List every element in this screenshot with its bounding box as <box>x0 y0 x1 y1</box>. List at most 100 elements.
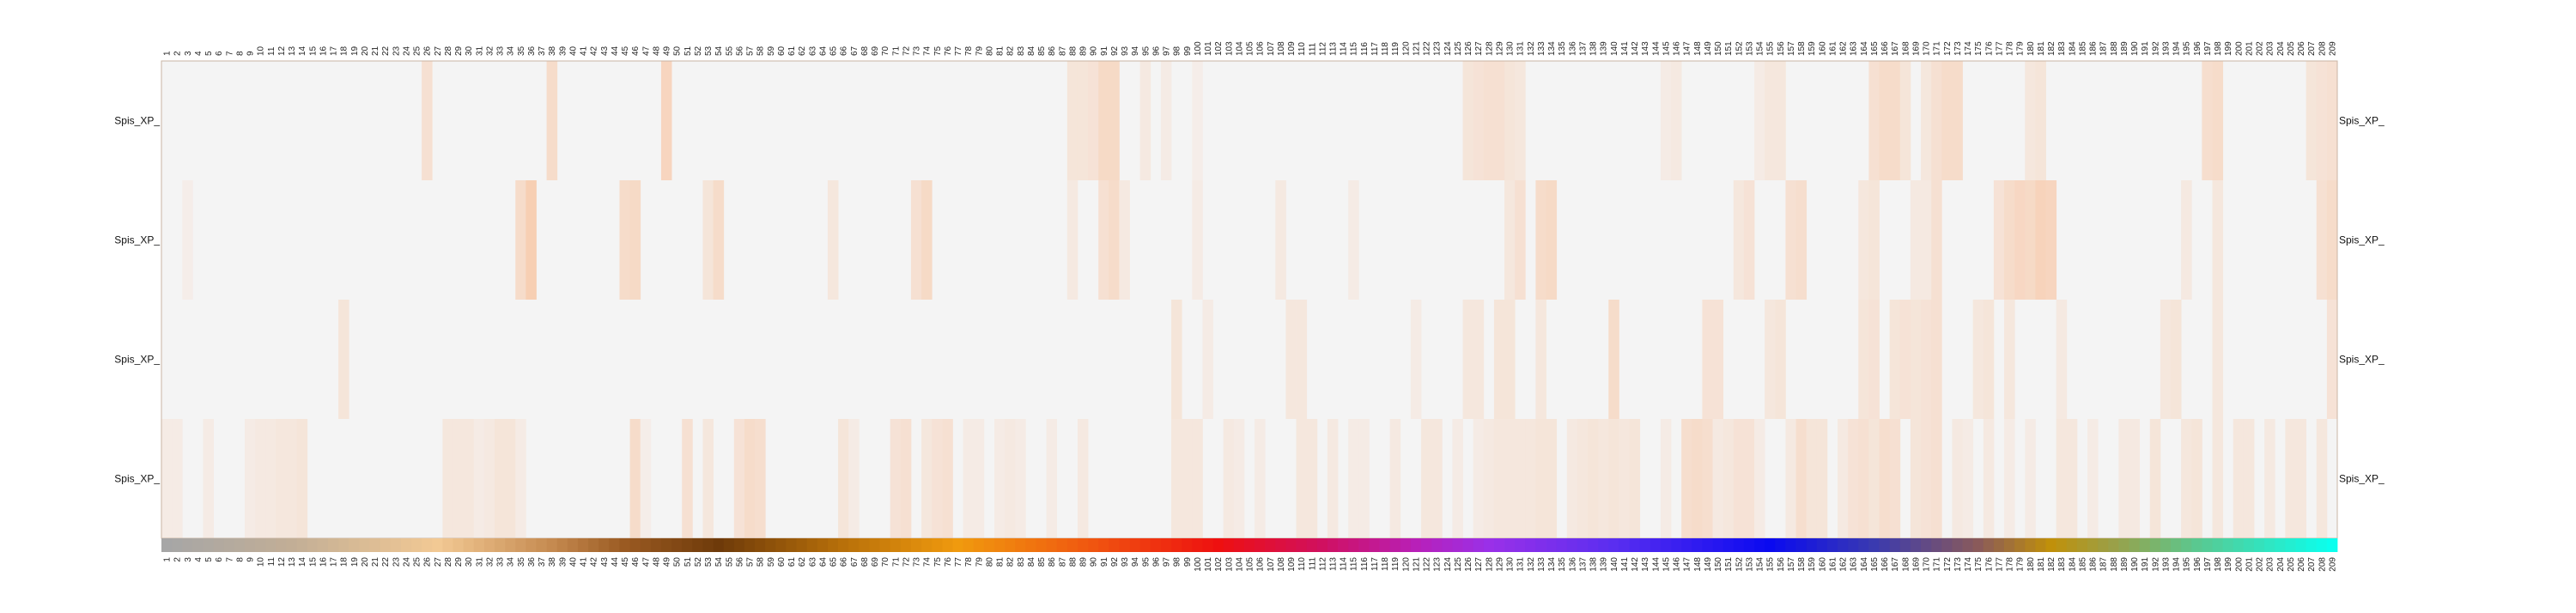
top-tick-label: 138 <box>1589 41 1599 56</box>
heatmap-cell <box>1493 61 1505 180</box>
heatmap-cell <box>682 419 693 538</box>
bottom-tick-label: 127 <box>1474 557 1484 572</box>
heatmap-cell <box>1504 300 1516 419</box>
bottom-tick-label: 98 <box>1173 557 1182 567</box>
color-bar-segment <box>213 538 225 552</box>
heatmap-cell <box>1098 61 1109 180</box>
color-bar-segment <box>1452 538 1463 552</box>
color-bar-segment <box>733 538 745 552</box>
top-tick-label: 179 <box>2016 41 2026 56</box>
top-tick-label: 80 <box>985 46 994 56</box>
bottom-tick-label: 50 <box>673 557 683 567</box>
top-tick-label: 173 <box>1953 41 1963 56</box>
color-bar-segment <box>359 538 370 552</box>
color-bar-segment <box>1838 538 1849 552</box>
heatmap-cell <box>890 419 902 538</box>
bottom-tick-label: 79 <box>975 557 984 567</box>
top-tick-label: 18 <box>340 46 349 56</box>
bottom-tick-label: 182 <box>2047 557 2057 572</box>
color-bar-segment <box>1629 538 1641 552</box>
color-bar-segment <box>515 538 526 552</box>
bottom-tick-label: 4 <box>194 557 204 562</box>
bottom-tick-label: 119 <box>1391 557 1400 571</box>
top-tick-label: 146 <box>1673 41 1682 56</box>
color-bar-segment <box>1077 538 1089 552</box>
heatmap-cell <box>1410 300 1422 419</box>
top-tick-label: 25 <box>413 46 422 56</box>
heatmap-cell <box>2212 180 2224 300</box>
bottom-tick-label: 110 <box>1297 557 1307 571</box>
top-tick-label: 96 <box>1151 46 1161 56</box>
top-tick-label: 73 <box>913 46 922 56</box>
color-bar-segment <box>338 538 349 552</box>
heatmap-cell <box>2191 419 2202 538</box>
heatmap-cell <box>629 419 641 538</box>
heatmap-cell <box>640 419 652 538</box>
top-tick-label: 26 <box>423 46 433 56</box>
bottom-tick-label: 144 <box>1651 557 1661 572</box>
color-bar-segment <box>2191 538 2202 552</box>
top-tick-label: 55 <box>725 46 734 56</box>
color-bar-segment <box>796 538 808 552</box>
bottom-tick-label: 72 <box>902 557 911 567</box>
heatmap-cell <box>1660 419 1672 538</box>
color-bar-segment <box>713 538 725 552</box>
bottom-tick-label: 140 <box>1610 557 1619 572</box>
left-row-label: Spis_XP_ <box>114 234 160 246</box>
left-row-label: Spis_XP_ <box>114 115 160 127</box>
color-bar-segment <box>442 538 453 552</box>
right-row-label: Spis_XP_ <box>2339 354 2385 366</box>
color-bar-segment <box>1150 538 1162 552</box>
heatmap-cell <box>1660 61 1672 180</box>
color-bar-segment <box>952 538 963 552</box>
top-tick-label: 44 <box>611 46 620 56</box>
color-bar-segment <box>1389 538 1401 552</box>
heatmap-cell <box>1806 419 1818 538</box>
bottom-tick-label: 38 <box>548 557 557 567</box>
heatmap-cell <box>1765 61 1776 180</box>
bottom-tick-label: 65 <box>829 557 839 567</box>
right-row-labels: Spis_XP_ Spis_XP_ Spis_XP_ Spis_XP_ <box>2339 115 2385 485</box>
top-tick-label: 24 <box>402 46 411 56</box>
bottom-tick-label: 59 <box>767 557 776 567</box>
color-bar-segment <box>182 538 193 552</box>
color-bar-segment <box>2014 538 2026 552</box>
bottom-tick-label: 108 <box>1277 557 1286 572</box>
heatmap-cell <box>1171 300 1182 419</box>
color-bar-segment <box>2254 538 2265 552</box>
heatmap-cell <box>963 419 975 538</box>
bottom-tick-label: 105 <box>1246 557 1255 572</box>
bottom-tick-label: 48 <box>652 557 661 567</box>
top-tick-label: 83 <box>1017 46 1026 56</box>
color-bar-segment <box>1285 538 1297 552</box>
top-tick-label: 108 <box>1277 41 1286 56</box>
top-tick-label: 157 <box>1787 41 1796 56</box>
color-bar-segment <box>775 538 787 552</box>
top-tick-label: 93 <box>1121 46 1130 56</box>
bottom-tick-label: 168 <box>1901 557 1911 572</box>
bottom-tick-label: 136 <box>1568 557 1577 572</box>
top-tick-label: 6 <box>215 51 224 56</box>
color-bar-segment <box>567 538 579 552</box>
heatmap-cell <box>2326 300 2338 419</box>
bottom-tick-label: 112 <box>1318 557 1327 571</box>
bottom-tick-label: 134 <box>1547 557 1557 572</box>
color-bar-segment <box>890 538 902 552</box>
bottom-tick-label: 68 <box>860 557 870 567</box>
bottom-tick-label: 179 <box>2016 557 2026 572</box>
heatmap-cell <box>2014 180 2026 300</box>
bottom-tick-label: 28 <box>444 557 453 567</box>
top-tick-label: 183 <box>2057 41 2067 56</box>
heatmap-cell <box>1109 180 1120 300</box>
bottom-tick-label: 15 <box>308 557 318 567</box>
top-tick-label: 122 <box>1423 41 1432 56</box>
heatmap-cell <box>182 180 193 300</box>
heatmap-cell <box>265 419 276 538</box>
bottom-tick-label: 176 <box>1984 557 1994 572</box>
color-bar-segment <box>223 538 235 552</box>
top-tick-label: 70 <box>881 46 890 56</box>
color-bar-segment <box>1139 538 1151 552</box>
top-tick-label: 191 <box>2141 41 2150 56</box>
heatmap-cell <box>2264 419 2275 538</box>
top-tick-label: 178 <box>2006 41 2015 56</box>
